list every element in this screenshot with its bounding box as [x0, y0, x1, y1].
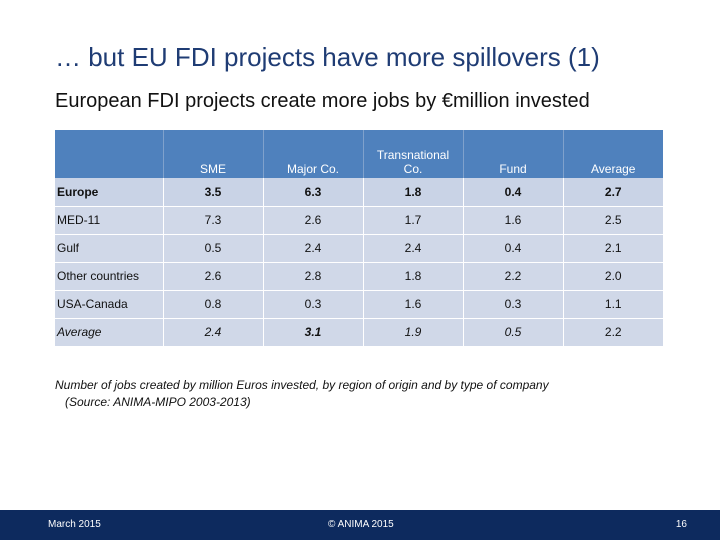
footer-date: March 2015 — [48, 519, 101, 530]
table-header-row: SME Major Co. Transnational Co. Fund Ave… — [55, 130, 663, 178]
cell-value: 1.6 — [463, 206, 564, 235]
row-region: Average — [55, 318, 164, 347]
cell-value: 0.8 — [163, 290, 264, 319]
cell-value: 2.8 — [263, 262, 364, 291]
cell-value: 3.5 — [163, 178, 264, 207]
row-region: MED-11 — [55, 206, 164, 235]
cell-value: 1.9 — [363, 318, 464, 347]
header-transnational-co: Transnational Co. — [363, 130, 464, 178]
slide-title: … but EU FDI projects have more spillove… — [55, 42, 600, 72]
table-row: MED-11 7.3 2.6 1.7 1.6 2.5 — [55, 206, 663, 235]
fdi-jobs-table: SME Major Co. Transnational Co. Fund Ave… — [55, 130, 663, 347]
cell-value: 0.5 — [163, 234, 264, 263]
caption-source: (Source: ANIMA-MIPO 2003-2013) — [65, 395, 251, 409]
cell-value: 2.0 — [563, 262, 663, 291]
cell-value: 3.1 — [263, 318, 364, 347]
cell-value: 7.3 — [163, 206, 264, 235]
cell-value: 6.3 — [263, 178, 364, 207]
cell-value: 0.5 — [463, 318, 564, 347]
row-region: Gulf — [55, 234, 164, 263]
header-major-co: Major Co. — [263, 130, 364, 178]
cell-value: 1.6 — [363, 290, 464, 319]
table-row: USA-Canada 0.8 0.3 1.6 0.3 1.1 — [55, 290, 663, 319]
cell-value: 2.4 — [163, 318, 264, 347]
slide-subtitle: European FDI projects create more jobs b… — [55, 90, 590, 112]
cell-value: 2.5 — [563, 206, 663, 235]
header-fund: Fund — [463, 130, 564, 178]
cell-value: 2.7 — [563, 178, 663, 207]
cell-value: 2.6 — [263, 206, 364, 235]
cell-value: 0.3 — [263, 290, 364, 319]
cell-value: 1.7 — [363, 206, 464, 235]
row-region: Europe — [55, 178, 164, 207]
cell-value: 2.2 — [463, 262, 564, 291]
header-corner — [55, 130, 164, 178]
row-region: USA-Canada — [55, 290, 164, 319]
caption-line: Number of jobs created by million Euros … — [55, 378, 549, 392]
cell-value: 2.1 — [563, 234, 663, 263]
table-caption: Number of jobs created by million Euros … — [55, 377, 695, 411]
cell-value: 0.3 — [463, 290, 564, 319]
cell-value: 0.4 — [463, 178, 564, 207]
cell-value: 1.8 — [363, 178, 464, 207]
cell-value: 2.4 — [263, 234, 364, 263]
cell-value: 2.2 — [563, 318, 663, 347]
cell-value: 1.1 — [563, 290, 663, 319]
table-row: Europe 3.5 6.3 1.8 0.4 2.7 — [55, 178, 663, 207]
header-average: Average — [563, 130, 663, 178]
cell-value: 2.6 — [163, 262, 264, 291]
table-row-average: Average 2.4 3.1 1.9 0.5 2.2 — [55, 318, 663, 347]
header-sme: SME — [163, 130, 264, 178]
page-number: 16 — [675, 519, 687, 530]
cell-value: 2.4 — [363, 234, 464, 263]
footer-bar: March 2015 © ANIMA 2015 16 — [0, 510, 720, 540]
table-row: Gulf 0.5 2.4 2.4 0.4 2.1 — [55, 234, 663, 263]
table-row: Other countries 2.6 2.8 1.8 2.2 2.0 — [55, 262, 663, 291]
cell-value: 1.8 — [363, 262, 464, 291]
cell-value: 0.4 — [463, 234, 564, 263]
footer-copyright: © ANIMA 2015 — [328, 519, 394, 530]
row-region: Other countries — [55, 262, 164, 291]
